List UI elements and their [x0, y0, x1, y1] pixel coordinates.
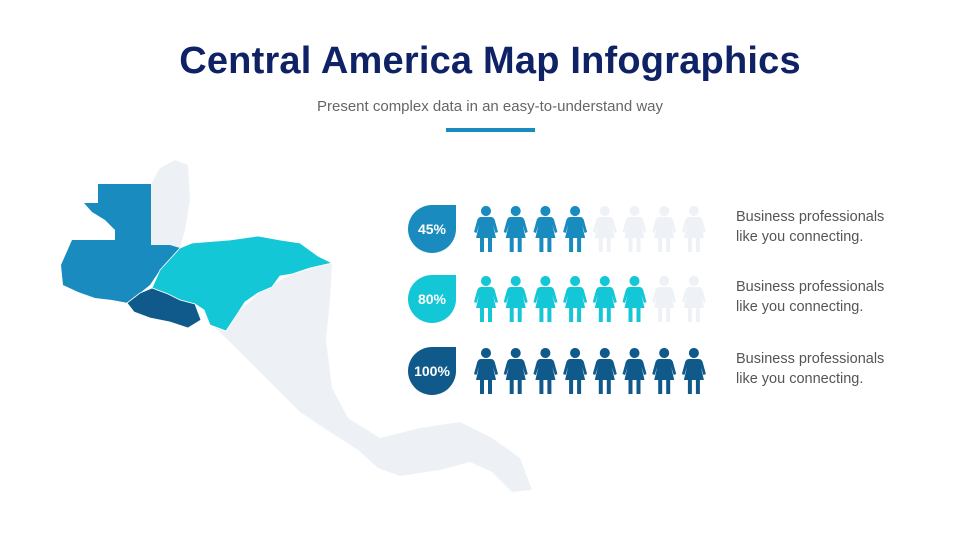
person-icon-filled	[474, 348, 498, 394]
person-icon-filled	[563, 206, 588, 252]
map-region-mexico-belize	[151, 160, 190, 248]
person-icon-filled	[503, 206, 528, 252]
stat-description-line: Business professionals	[736, 279, 885, 295]
title-underline	[446, 128, 535, 132]
stat-description: Business professionals like you connectin…	[736, 350, 936, 389]
stat-description-line: like you connecting.	[736, 228, 864, 245]
person-icon-filled	[503, 348, 528, 394]
central-america-map	[61, 160, 532, 492]
page-subtitle: Present complex data in an easy-to-under…	[316, 98, 664, 115]
stat-description-line: Business professionals	[736, 351, 885, 367]
stat-description-line: like you connecting.	[736, 370, 864, 387]
page-title: Central America Map Infographics	[179, 40, 801, 82]
stat-description: Business professionals like you connectin…	[736, 278, 936, 317]
person-icon-filled	[622, 276, 647, 322]
percent-badge: 45%	[408, 205, 456, 253]
map-region-el-salvador	[126, 287, 202, 329]
person-icon-filled	[474, 276, 498, 322]
person-icon-empty	[681, 276, 706, 322]
person-icon-filled	[503, 276, 528, 322]
person-icon-filled	[563, 348, 588, 394]
people-icon-group	[474, 348, 706, 394]
person-icon-filled	[622, 348, 647, 394]
person-icon-filled	[592, 348, 617, 394]
person-icon-empty	[652, 276, 677, 322]
map-region-nicaragua-costa-rica-panama	[205, 263, 532, 492]
stat-description: Business professionals like you connectin…	[736, 208, 936, 247]
person-icon-filled	[592, 276, 617, 322]
percent-badge: 80%	[408, 275, 456, 323]
people-icon-group	[474, 206, 706, 252]
stat-description-line: like you connecting.	[736, 298, 864, 315]
person-icon-filled	[563, 276, 588, 322]
person-icon-filled	[533, 348, 558, 394]
person-icon-empty	[622, 206, 647, 252]
person-icon-empty	[592, 206, 617, 252]
person-icon-empty	[681, 206, 706, 252]
person-icon-filled	[474, 206, 498, 252]
person-icon-empty	[652, 206, 677, 252]
stat-description-line: Business professionals	[736, 209, 885, 225]
map-region-guatemala	[61, 184, 180, 303]
person-icon-filled	[533, 276, 558, 322]
person-icon-filled	[652, 348, 677, 394]
person-icon-filled	[681, 348, 706, 394]
person-icon-filled	[533, 206, 558, 252]
percent-badge: 100%	[408, 347, 456, 395]
people-icon-group	[474, 276, 706, 322]
